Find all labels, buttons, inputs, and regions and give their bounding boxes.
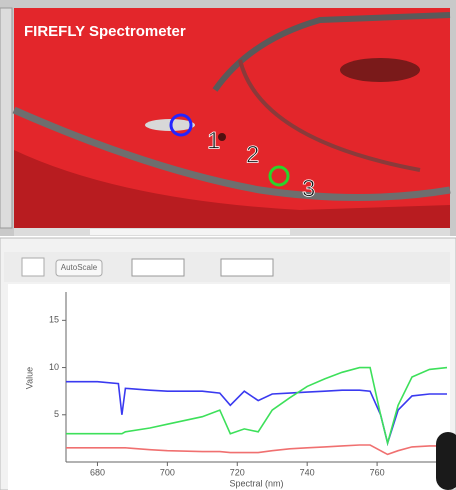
- app-title: FIREFLY Spectrometer: [24, 23, 186, 40]
- image-edge: [238, 59, 421, 172]
- marker-label: 3: [302, 175, 315, 202]
- x-tick-label: 700: [160, 467, 175, 477]
- scroll-thumb[interactable]: [90, 229, 290, 235]
- marker[interactable]: [268, 165, 290, 187]
- x-axis-title: Spectral (nm): [229, 478, 283, 488]
- image-shade: [14, 150, 450, 228]
- plot-background: [8, 284, 450, 490]
- marker[interactable]: [218, 133, 226, 141]
- plot: 51015680700720740760780Spectral (nm)Valu…: [24, 292, 455, 488]
- input-box[interactable]: [220, 258, 274, 277]
- x-tick-label: 740: [300, 467, 315, 477]
- y-tick-label: 15: [49, 315, 59, 325]
- button-label: AutoScale: [61, 263, 98, 272]
- input-box[interactable]: [131, 258, 185, 277]
- y-axis-title: Value: [24, 367, 34, 389]
- image-edge: [212, 12, 451, 92]
- image-spot: [340, 58, 420, 82]
- x-tick-label: 680: [90, 467, 105, 477]
- marker[interactable]: [169, 113, 193, 137]
- series-line: [66, 366, 448, 447]
- autoscale-button[interactable]: [55, 259, 103, 277]
- y-tick-label: 10: [49, 362, 59, 372]
- scrollbar[interactable]: [0, 7, 13, 229]
- image-edge: [12, 106, 451, 201]
- marker-label: 2: [246, 141, 259, 168]
- y-tick-label: 5: [54, 409, 59, 419]
- series-line: [66, 444, 447, 456]
- x-tick-label: 760: [370, 467, 385, 477]
- overlay-control[interactable]: [436, 432, 456, 490]
- tool-button[interactable]: [21, 257, 45, 277]
- x-tick-label: 720: [230, 467, 245, 477]
- marker-label: 1: [207, 127, 220, 154]
